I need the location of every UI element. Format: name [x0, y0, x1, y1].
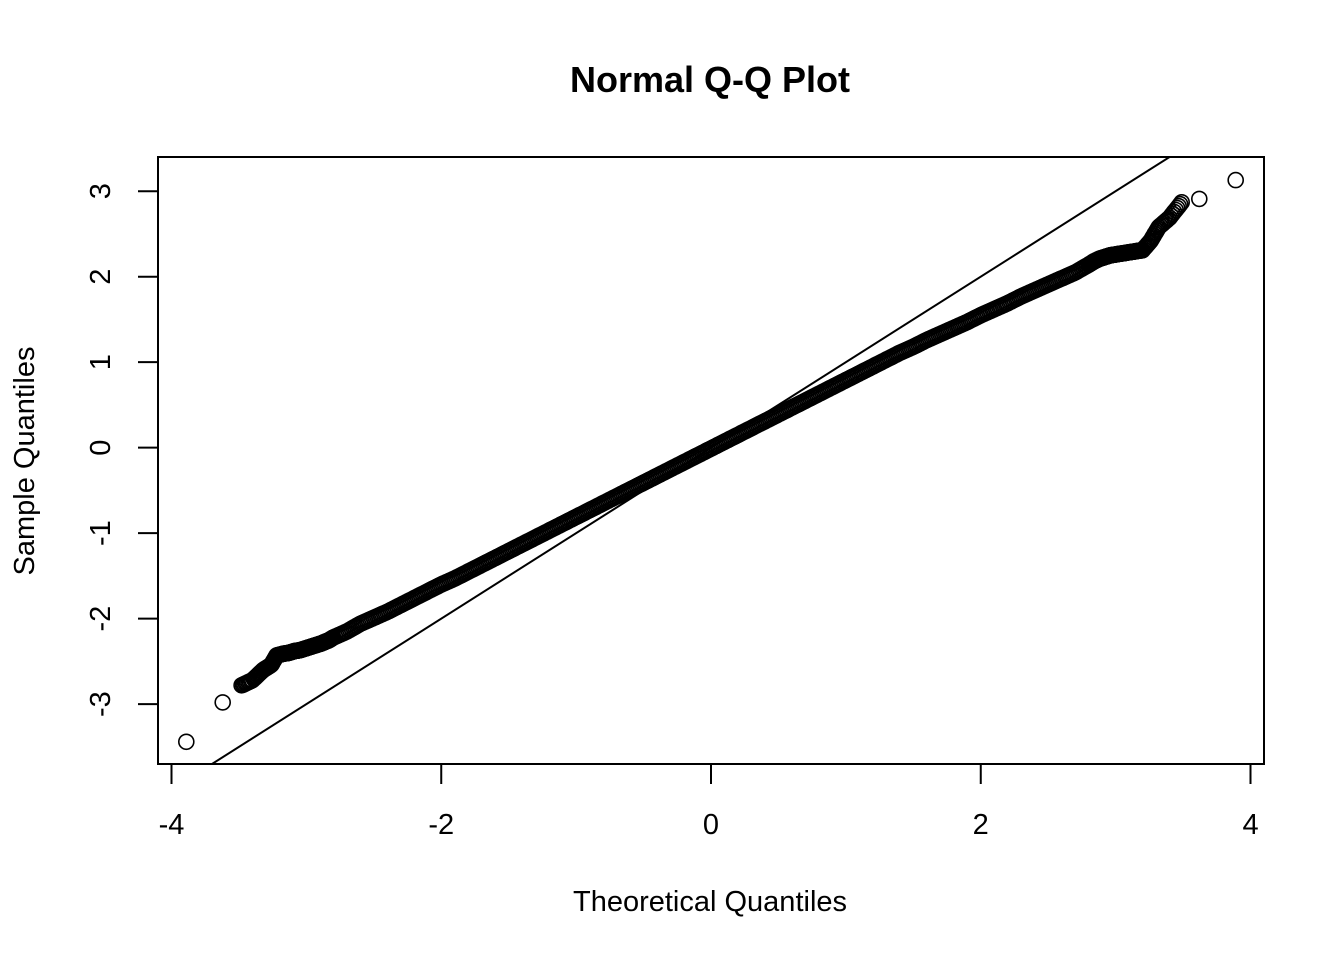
- plot-frame: [157, 156, 1265, 765]
- x-tick-label: -4: [159, 809, 185, 841]
- y-tick-label: 0: [85, 440, 117, 456]
- chart-title: Normal Q-Q Plot: [570, 59, 850, 100]
- y-tick-label: -2: [85, 606, 117, 632]
- x-tick-label: 2: [973, 809, 989, 841]
- x-axis: -4 -2 0 2 4: [159, 763, 1259, 841]
- data-point: [1191, 190, 1208, 208]
- data-point: [1171, 195, 1189, 213]
- x-tick-label: -2: [428, 809, 454, 841]
- y-tick-label: -1: [85, 520, 117, 546]
- y-axis: -3 -2 -1 0 1 2 3: [85, 183, 159, 717]
- points-group: [178, 171, 1244, 751]
- y-axis-label: Sample Quantiles: [9, 347, 41, 576]
- data-point: [178, 733, 195, 751]
- data-point: [214, 694, 231, 711]
- data-point: [1170, 197, 1187, 215]
- data-point: [1168, 199, 1186, 217]
- x-tick-label: 4: [1242, 809, 1258, 841]
- y-tick-label: 2: [85, 269, 117, 285]
- data-point: [1227, 171, 1244, 189]
- x-axis-label: Theoretical Quantiles: [573, 886, 847, 918]
- y-tick-label: 3: [85, 183, 117, 199]
- x-tick-label: 0: [703, 809, 719, 841]
- y-tick-label: -3: [85, 691, 117, 717]
- data-point: [1173, 194, 1190, 211]
- y-tick-label: 1: [85, 354, 117, 370]
